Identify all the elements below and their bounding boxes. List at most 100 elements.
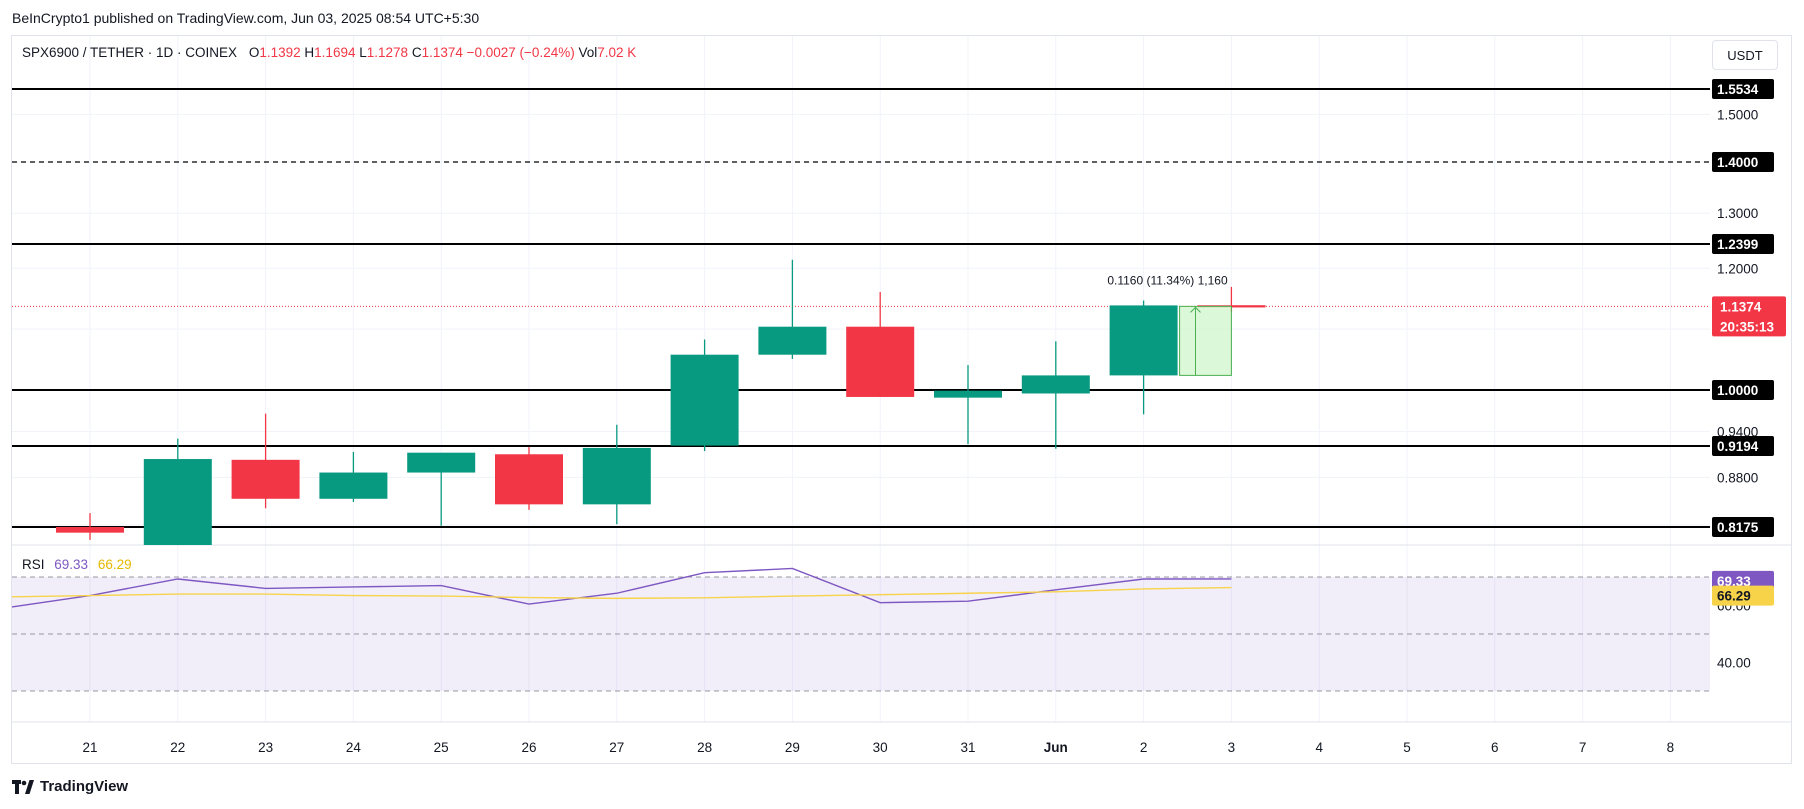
level-badge-0.9194-text: 0.9194 — [1717, 439, 1759, 454]
price-tick-label: 0.8800 — [1717, 470, 1758, 485]
level-badge-0.9194: 0.9194 — [1712, 436, 1774, 456]
time-tick-label: 22 — [170, 740, 185, 755]
level-badge-1.4000-bg — [1712, 152, 1774, 172]
price-tick-label: 1.3000 — [1717, 206, 1758, 221]
price-axis: 1.50001.30001.20000.94000.88000.820060.0… — [1717, 107, 1758, 670]
tradingview-logo[interactable]: TradingView — [12, 778, 128, 795]
rsi-lines — [11, 567, 1232, 608]
time-tick-label: 7 — [1579, 740, 1587, 755]
rsi-ma-value: 66.29 — [97, 557, 132, 572]
level-badge-1.2399-text: 1.2399 — [1717, 237, 1758, 252]
candle-body — [56, 527, 124, 533]
candle-24 — [319, 451, 388, 502]
axis-badges: 1.5534 1.4000 1.2399 1.0000 0.9194 0.8175 1.13… — [1712, 79, 1786, 606]
time-tick-label: 6 — [1491, 740, 1499, 755]
time-tick-label: 29 — [785, 740, 800, 755]
time-tick-label: 28 — [697, 740, 712, 755]
candle-Jun — [1021, 341, 1090, 449]
time-tick-label: 23 — [258, 740, 273, 755]
time-tick-label: 5 — [1403, 740, 1411, 755]
time-tick-label: 27 — [609, 740, 624, 755]
candle-23 — [231, 413, 300, 509]
time-tick-label: 31 — [960, 740, 975, 755]
tradingview-logo-text: TradingView — [40, 778, 129, 795]
current-price-countdown: 20:35:13 — [1720, 319, 1775, 334]
time-axis: 21 22 23 24 25 26 27 28 29 30 31 Jun 2 3 4 5 6 7 8 — [82, 740, 1674, 755]
level-badge-0.9194-bg — [1712, 436, 1774, 456]
high-value: 1.1694 — [314, 45, 356, 60]
candle-body — [495, 454, 563, 505]
candle-25 — [407, 452, 476, 526]
open-value: 1.1392 — [259, 45, 301, 60]
time-tick-label: 4 — [1315, 740, 1323, 755]
rsi-ma-badge-bg — [1712, 585, 1774, 606]
candle-body — [582, 447, 651, 505]
candle-body — [407, 452, 476, 473]
level-badge-0.8175: 0.8175 — [1712, 517, 1774, 537]
rsi-tick-label: 40.00 — [1717, 656, 1751, 671]
level-badge-0.8175-text: 0.8175 — [1717, 520, 1759, 535]
candle-body — [1021, 375, 1090, 394]
symbol-legend: SPX6900 / TETHER · 1D · COINEX O1.1392 H… — [22, 45, 636, 60]
level-badge-1.4000-text: 1.4000 — [1717, 155, 1758, 170]
rsi-name: RSI — [22, 557, 45, 572]
horizontal-levels — [12, 88, 1710, 528]
rsi-value: 69.33 — [54, 557, 89, 572]
candle-body — [758, 326, 827, 355]
low-label: L — [359, 45, 367, 60]
level-badge-1.5534-bg — [1712, 79, 1774, 99]
candle-body — [846, 326, 915, 397]
rsi-ma-badge: 66.29 — [1712, 585, 1774, 606]
symbol-title: SPX6900 / TETHER · 1D · COINEX — [22, 45, 238, 60]
measure-label: 0.1160 (11.34%) 1,160 — [1107, 273, 1228, 287]
level-badge-0.8175-bg — [1712, 517, 1774, 537]
time-tick-label: 8 — [1667, 740, 1675, 755]
level-badge-1.0000-text: 1.0000 — [1717, 383, 1758, 398]
rsi-series-rsi — [11, 567, 1232, 608]
level-badge-1.5534-text: 1.5534 — [1717, 82, 1759, 97]
time-tick-label: 21 — [82, 740, 97, 755]
candle-body — [934, 390, 1002, 398]
candle-28 — [670, 339, 739, 452]
volume-label: Vol — [578, 45, 598, 60]
publisher-attribution: BeInCrypto1 published on TradingView.com… — [12, 10, 480, 26]
candle-26 — [495, 447, 563, 510]
level-badge-1.2399-bg — [1712, 234, 1774, 254]
candle-21 — [56, 513, 124, 540]
currency-button[interactable]: USDT — [1712, 40, 1778, 70]
candle-2 — [1109, 300, 1178, 415]
tradingview-logo-icon — [12, 779, 34, 794]
close-value: 1.1374 — [421, 45, 463, 60]
price-tick-label: 1.5000 — [1717, 107, 1758, 122]
candle-body — [670, 354, 739, 446]
rsi-ma-badge-text: 66.29 — [1717, 589, 1751, 604]
time-tick-label: 26 — [521, 740, 536, 755]
measure-tool: 0.1160 (11.34%) 1,160 — [1107, 273, 1232, 376]
level-badge-1.0000-bg — [1712, 380, 1774, 400]
candle-body — [319, 472, 388, 499]
candles — [56, 259, 1266, 545]
measure-box — [1179, 305, 1232, 376]
low-value: 1.1278 — [366, 45, 409, 60]
level-badge-1.4000: 1.4000 — [1712, 152, 1774, 172]
time-tick-label: 3 — [1228, 740, 1236, 755]
rsi-panel — [12, 576, 1710, 692]
time-tick-label: Jun — [1044, 740, 1068, 755]
candle-31 — [934, 365, 1002, 445]
level-badge-1.0000: 1.0000 — [1712, 380, 1774, 400]
open-label: O — [248, 45, 260, 60]
rsi-value-badge-text: 69.33 — [1717, 574, 1751, 589]
chart-frame — [11, 35, 1792, 764]
rsi-legend: RSI 69.33 66.29 — [22, 557, 132, 572]
close-label: C — [411, 45, 422, 60]
time-tick-label: 2 — [1140, 740, 1148, 755]
current-price-badge-bg — [1712, 296, 1786, 337]
candle-27 — [582, 424, 651, 525]
candle-body — [1109, 305, 1178, 376]
change-value: −0.0027 (−0.24%) — [466, 45, 575, 60]
volume-value: 7.02 K — [597, 45, 637, 60]
level-badge-1.2399: 1.2399 — [1712, 234, 1774, 254]
price-tick-label: 0.9400 — [1717, 425, 1758, 440]
rsi-series-ma — [11, 586, 1232, 600]
